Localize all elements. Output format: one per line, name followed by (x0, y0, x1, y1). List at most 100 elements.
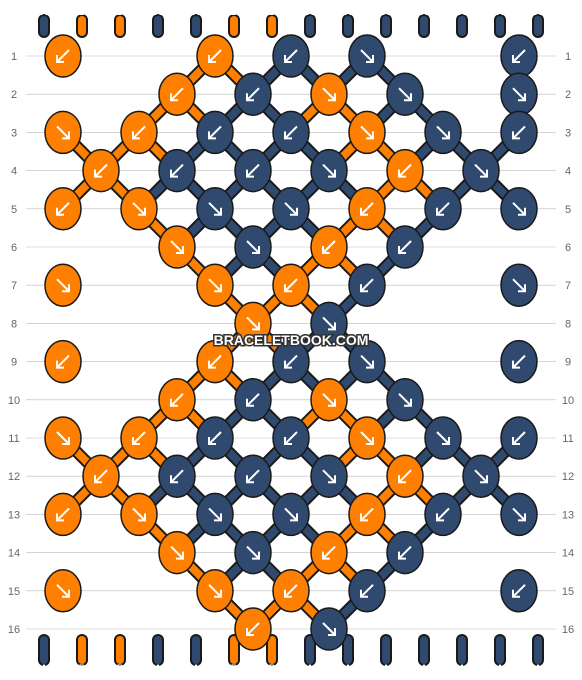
string-label-bottom: B (117, 663, 124, 673)
arrow-head-icon (436, 513, 444, 522)
row-label-left: 8 (11, 318, 17, 330)
row-label-right: 10 (562, 395, 574, 407)
knot-grid (44, 34, 538, 651)
arrow-head-icon (398, 475, 406, 484)
knot-arrow (512, 431, 526, 445)
knot (272, 492, 310, 537)
knot (196, 492, 234, 537)
knot (44, 187, 82, 231)
knot (310, 301, 348, 346)
arrow-head-icon (214, 513, 222, 522)
knot-arrow (132, 507, 146, 522)
knot-arrow (360, 431, 374, 445)
knot (44, 416, 82, 460)
knot (196, 187, 234, 231)
knot-arrow (246, 316, 260, 331)
knot (44, 110, 82, 155)
row-label-right: 6 (565, 242, 571, 254)
knot-arrow (398, 545, 412, 560)
knot-arrow (208, 354, 222, 369)
knot-arrow (284, 278, 298, 292)
string-label-top: A (535, 7, 542, 17)
knot (196, 569, 234, 613)
knot-arrow (132, 202, 146, 216)
arrow-head-icon (328, 93, 336, 102)
arrow-head-icon (480, 475, 488, 484)
arrow-head-icon (328, 169, 336, 178)
string-label-bottom: A (345, 663, 352, 673)
knot-arrow (56, 507, 70, 522)
knot (348, 187, 386, 231)
knot-arrow (284, 202, 298, 216)
string-label-bottom: A (383, 663, 390, 673)
arrow-head-icon (284, 360, 292, 369)
arrow-head-icon (246, 93, 254, 102)
knot (234, 454, 272, 498)
string-label-bottom: A (421, 663, 428, 673)
row-label-left: 16 (8, 624, 20, 636)
arrow-head-icon (208, 55, 216, 63)
row-label-left: 4 (11, 166, 17, 178)
arrow-head-icon (360, 513, 368, 522)
arrow-head-icon (138, 207, 146, 216)
knot (82, 454, 120, 498)
string-label-bottom: A (307, 663, 314, 673)
arrow-head-icon (328, 322, 336, 331)
string-label-bottom: B (231, 663, 238, 673)
arrow-head-icon (284, 589, 292, 598)
knot (310, 148, 348, 193)
arrow-head-icon (94, 475, 102, 484)
row-label-right: 5 (565, 204, 571, 216)
knot (82, 148, 120, 193)
knot-arrow (512, 584, 526, 598)
knot (310, 530, 348, 575)
knot-arrow (322, 545, 336, 560)
knot-arrow (512, 507, 526, 522)
knot-arrow (208, 507, 222, 522)
arrow-head-icon (214, 207, 222, 216)
knot (310, 378, 348, 422)
knot-arrow (360, 354, 374, 369)
knot (234, 72, 272, 116)
knot (462, 148, 500, 193)
knot (120, 110, 158, 155)
knot-arrow (512, 49, 526, 63)
knot (272, 187, 310, 231)
arrow-head-icon (398, 169, 406, 178)
knot-arrow (170, 163, 184, 178)
string-label-bottom: B (269, 663, 276, 673)
row-label-left: 9 (11, 357, 17, 369)
knot (310, 607, 348, 651)
arrow-head-icon (328, 398, 336, 407)
arrow-head-icon (170, 93, 178, 102)
knot (386, 530, 424, 575)
knot (348, 339, 386, 384)
arrow-head-icon (176, 246, 184, 254)
row-label-right: 12 (562, 471, 574, 483)
knot-arrow (246, 87, 260, 101)
arrow-head-icon (360, 284, 368, 293)
knot (44, 263, 82, 307)
arrow-head-icon (284, 131, 292, 140)
knot (500, 34, 538, 78)
knot-arrow (246, 163, 260, 178)
knot (348, 569, 386, 613)
knot (158, 72, 196, 116)
knot (500, 416, 538, 460)
knot-arrow (284, 354, 298, 369)
knot-arrow (474, 163, 488, 178)
watermark: BRACELETBOOK.COM (214, 332, 369, 348)
knot-arrow (208, 584, 222, 598)
string-label-bottom: A (193, 663, 200, 673)
row-label-left: 13 (8, 509, 20, 521)
arrow-head-icon (518, 513, 526, 522)
knot (196, 263, 234, 307)
string-label-bottom: A (155, 663, 162, 673)
knot (424, 416, 462, 460)
row-label-left: 1 (11, 51, 17, 63)
arrow-head-icon (398, 551, 406, 560)
knot (272, 110, 310, 155)
knot (500, 339, 538, 384)
arrow-head-icon (246, 398, 254, 407)
